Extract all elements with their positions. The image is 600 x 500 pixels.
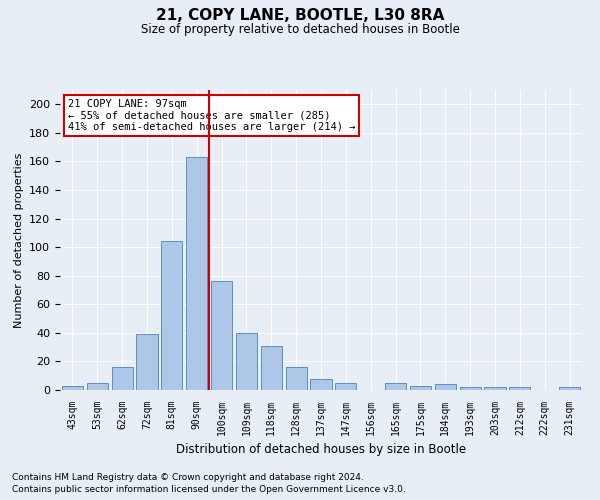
Y-axis label: Number of detached properties: Number of detached properties — [14, 152, 23, 328]
Bar — [186, 157, 207, 390]
Bar — [509, 387, 530, 390]
Bar — [385, 383, 406, 390]
Text: 21, COPY LANE, BOOTLE, L30 8RA: 21, COPY LANE, BOOTLE, L30 8RA — [156, 8, 444, 22]
Text: Size of property relative to detached houses in Bootle: Size of property relative to detached ho… — [140, 22, 460, 36]
Bar — [484, 387, 506, 390]
Text: Contains public sector information licensed under the Open Government Licence v3: Contains public sector information licen… — [12, 485, 406, 494]
Bar — [136, 334, 158, 390]
Text: Distribution of detached houses by size in Bootle: Distribution of detached houses by size … — [176, 442, 466, 456]
Text: Contains HM Land Registry data © Crown copyright and database right 2024.: Contains HM Land Registry data © Crown c… — [12, 472, 364, 482]
Bar — [335, 383, 356, 390]
Bar — [211, 282, 232, 390]
Bar — [87, 383, 108, 390]
Text: 21 COPY LANE: 97sqm
← 55% of detached houses are smaller (285)
41% of semi-detac: 21 COPY LANE: 97sqm ← 55% of detached ho… — [68, 99, 355, 132]
Bar — [310, 378, 332, 390]
Bar — [559, 387, 580, 390]
Bar — [460, 387, 481, 390]
Bar — [410, 386, 431, 390]
Bar — [112, 367, 133, 390]
Bar — [435, 384, 456, 390]
Bar — [62, 386, 83, 390]
Bar — [161, 242, 182, 390]
Bar — [236, 333, 257, 390]
Bar — [261, 346, 282, 390]
Bar — [286, 367, 307, 390]
